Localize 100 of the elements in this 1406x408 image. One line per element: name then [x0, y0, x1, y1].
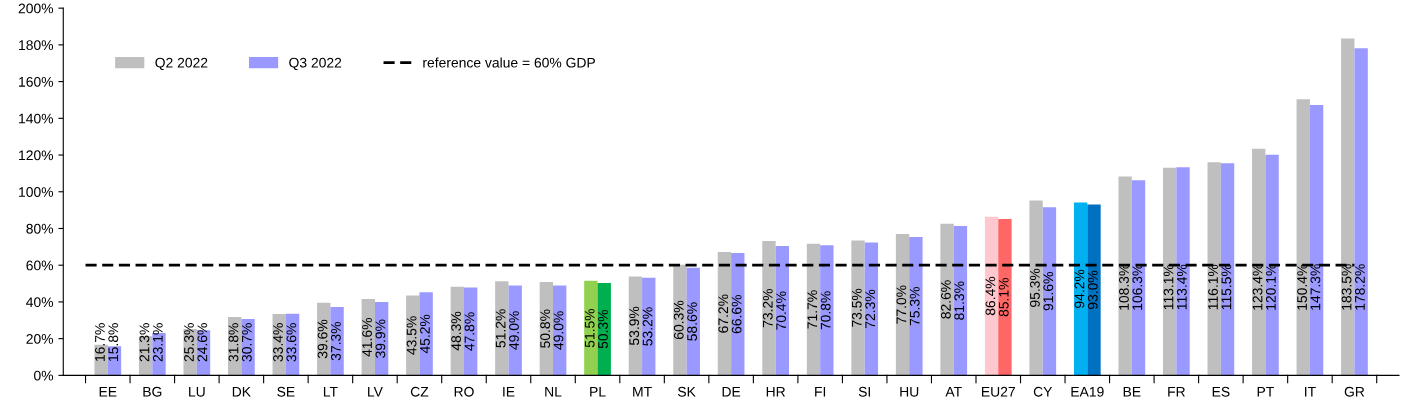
bar: [1354, 48, 1368, 376]
data-label: 94.2%: [1074, 269, 1085, 308]
bar: [330, 306, 344, 376]
bar: [775, 246, 789, 376]
x-tick-label: EA19: [1071, 386, 1104, 397]
data-label: 66.6%: [731, 295, 742, 334]
data-label: 106.3%: [1132, 264, 1143, 310]
data-label: 15.8%: [108, 323, 119, 361]
data-label: 53.2%: [642, 307, 653, 346]
data-label: 48.3%: [451, 311, 462, 351]
x-tick-label: PL: [590, 386, 606, 397]
data-label: 77.0%: [896, 285, 907, 324]
bar: [1176, 167, 1190, 376]
data-label: 70.8%: [820, 291, 831, 330]
data-label: 93.0%: [1087, 270, 1098, 310]
data-label: 70.4%: [776, 291, 787, 330]
y-tick-label: 100%: [19, 187, 54, 197]
y-tick-label: 120%: [19, 150, 54, 161]
data-label: 31.8%: [228, 323, 239, 362]
x-tick-label: LV: [368, 386, 383, 397]
data-label: 150.4%: [1297, 264, 1307, 310]
data-label: 183.5%: [1341, 264, 1352, 310]
bar: [1118, 176, 1132, 376]
data-label: 113.1%: [1163, 264, 1174, 310]
legend-label: Q2 2022: [155, 57, 208, 71]
bar: [940, 223, 954, 376]
x-tick-label: IE: [503, 386, 515, 397]
x-tick-label: LU: [189, 386, 205, 397]
data-label: 33.4%: [273, 323, 283, 362]
bar: [895, 233, 910, 376]
data-label: 82.6%: [940, 280, 951, 319]
x-tick-label: CZ: [410, 386, 429, 397]
y-tick-label: 80%: [26, 223, 54, 234]
x-tick-label: FR: [1168, 386, 1185, 397]
x-tick-label: SK: [677, 386, 696, 397]
x-tick-label: DK: [232, 386, 251, 397]
data-label: 47.8%: [464, 312, 475, 351]
bar: [1029, 200, 1043, 376]
data-label: 37.3%: [330, 321, 341, 361]
data-label: 113.4%: [1176, 264, 1187, 310]
data-label: 95.3%: [1030, 268, 1040, 307]
x-tick-label: SE: [277, 386, 295, 397]
bar: [241, 318, 255, 376]
bar: [1087, 204, 1101, 376]
data-label: 21.3%: [139, 323, 150, 362]
x-tick-label: HU: [900, 386, 919, 397]
x-tick-label: PT: [1257, 386, 1274, 397]
data-label: 49.0%: [509, 311, 519, 350]
x-tick-label: FI: [815, 386, 826, 397]
data-label: 75.3%: [909, 287, 920, 326]
bar: [673, 264, 687, 376]
bar: [806, 243, 821, 376]
data-label: 51.5%: [584, 308, 595, 348]
data-label: 85.1%: [998, 278, 1009, 317]
y-tick-label: 40%: [26, 297, 54, 308]
legend-label: reference value = 60% GDP: [423, 57, 595, 68]
data-label: 33.6%: [286, 323, 297, 362]
data-label: 86.4%: [985, 276, 996, 316]
data-label: 39.6%: [317, 319, 328, 359]
x-tick-label: ES: [1212, 386, 1230, 397]
y-tick-label: 0%: [34, 370, 54, 381]
y-tick-label: 140%: [19, 113, 54, 124]
data-label: 24.6%: [197, 323, 208, 362]
data-label: 45.2%: [420, 314, 430, 354]
x-tick-label: EU27: [982, 386, 1015, 397]
data-label: 39.9%: [375, 319, 386, 358]
data-label: 72.3%: [865, 289, 876, 328]
x-tick-label: LT: [323, 386, 338, 397]
data-label: 51.2%: [495, 309, 506, 348]
x-tick-label: MT: [633, 386, 652, 397]
bar: [762, 240, 776, 376]
bar: [1252, 148, 1266, 376]
data-label: 58.6%: [687, 302, 697, 341]
bar: [998, 219, 1012, 376]
x-tick-label: BE: [1123, 386, 1141, 397]
bar: [1042, 207, 1057, 376]
bar: [1163, 167, 1177, 376]
data-label: 23.1%: [152, 323, 163, 362]
bar: [584, 280, 598, 376]
x-tick-label: DE: [722, 386, 741, 397]
data-label: 108.3%: [1119, 264, 1129, 310]
data-label: 53.9%: [629, 306, 640, 346]
x-tick-label: HR: [766, 386, 786, 397]
y-tick-label: 180%: [19, 40, 54, 51]
x-tick-label: GR: [1344, 386, 1365, 397]
data-label: 67.2%: [718, 294, 729, 333]
bar: [1265, 154, 1279, 376]
data-label: 50.8%: [540, 309, 551, 348]
x-tick-label: EE: [99, 386, 117, 397]
data-label: 43.5%: [406, 316, 417, 355]
data-label: 16.7%: [95, 323, 105, 361]
y-tick-label: 200%: [18, 3, 54, 14]
bar: [909, 237, 923, 376]
bar: [1207, 162, 1221, 376]
data-label: 73.2%: [762, 288, 773, 328]
data-label: 25.3%: [184, 323, 194, 362]
x-tick-label: RO: [454, 386, 474, 397]
y-tick-label: 60%: [26, 260, 54, 271]
x-tick-label: CY: [1033, 386, 1053, 397]
bar: [851, 240, 865, 376]
